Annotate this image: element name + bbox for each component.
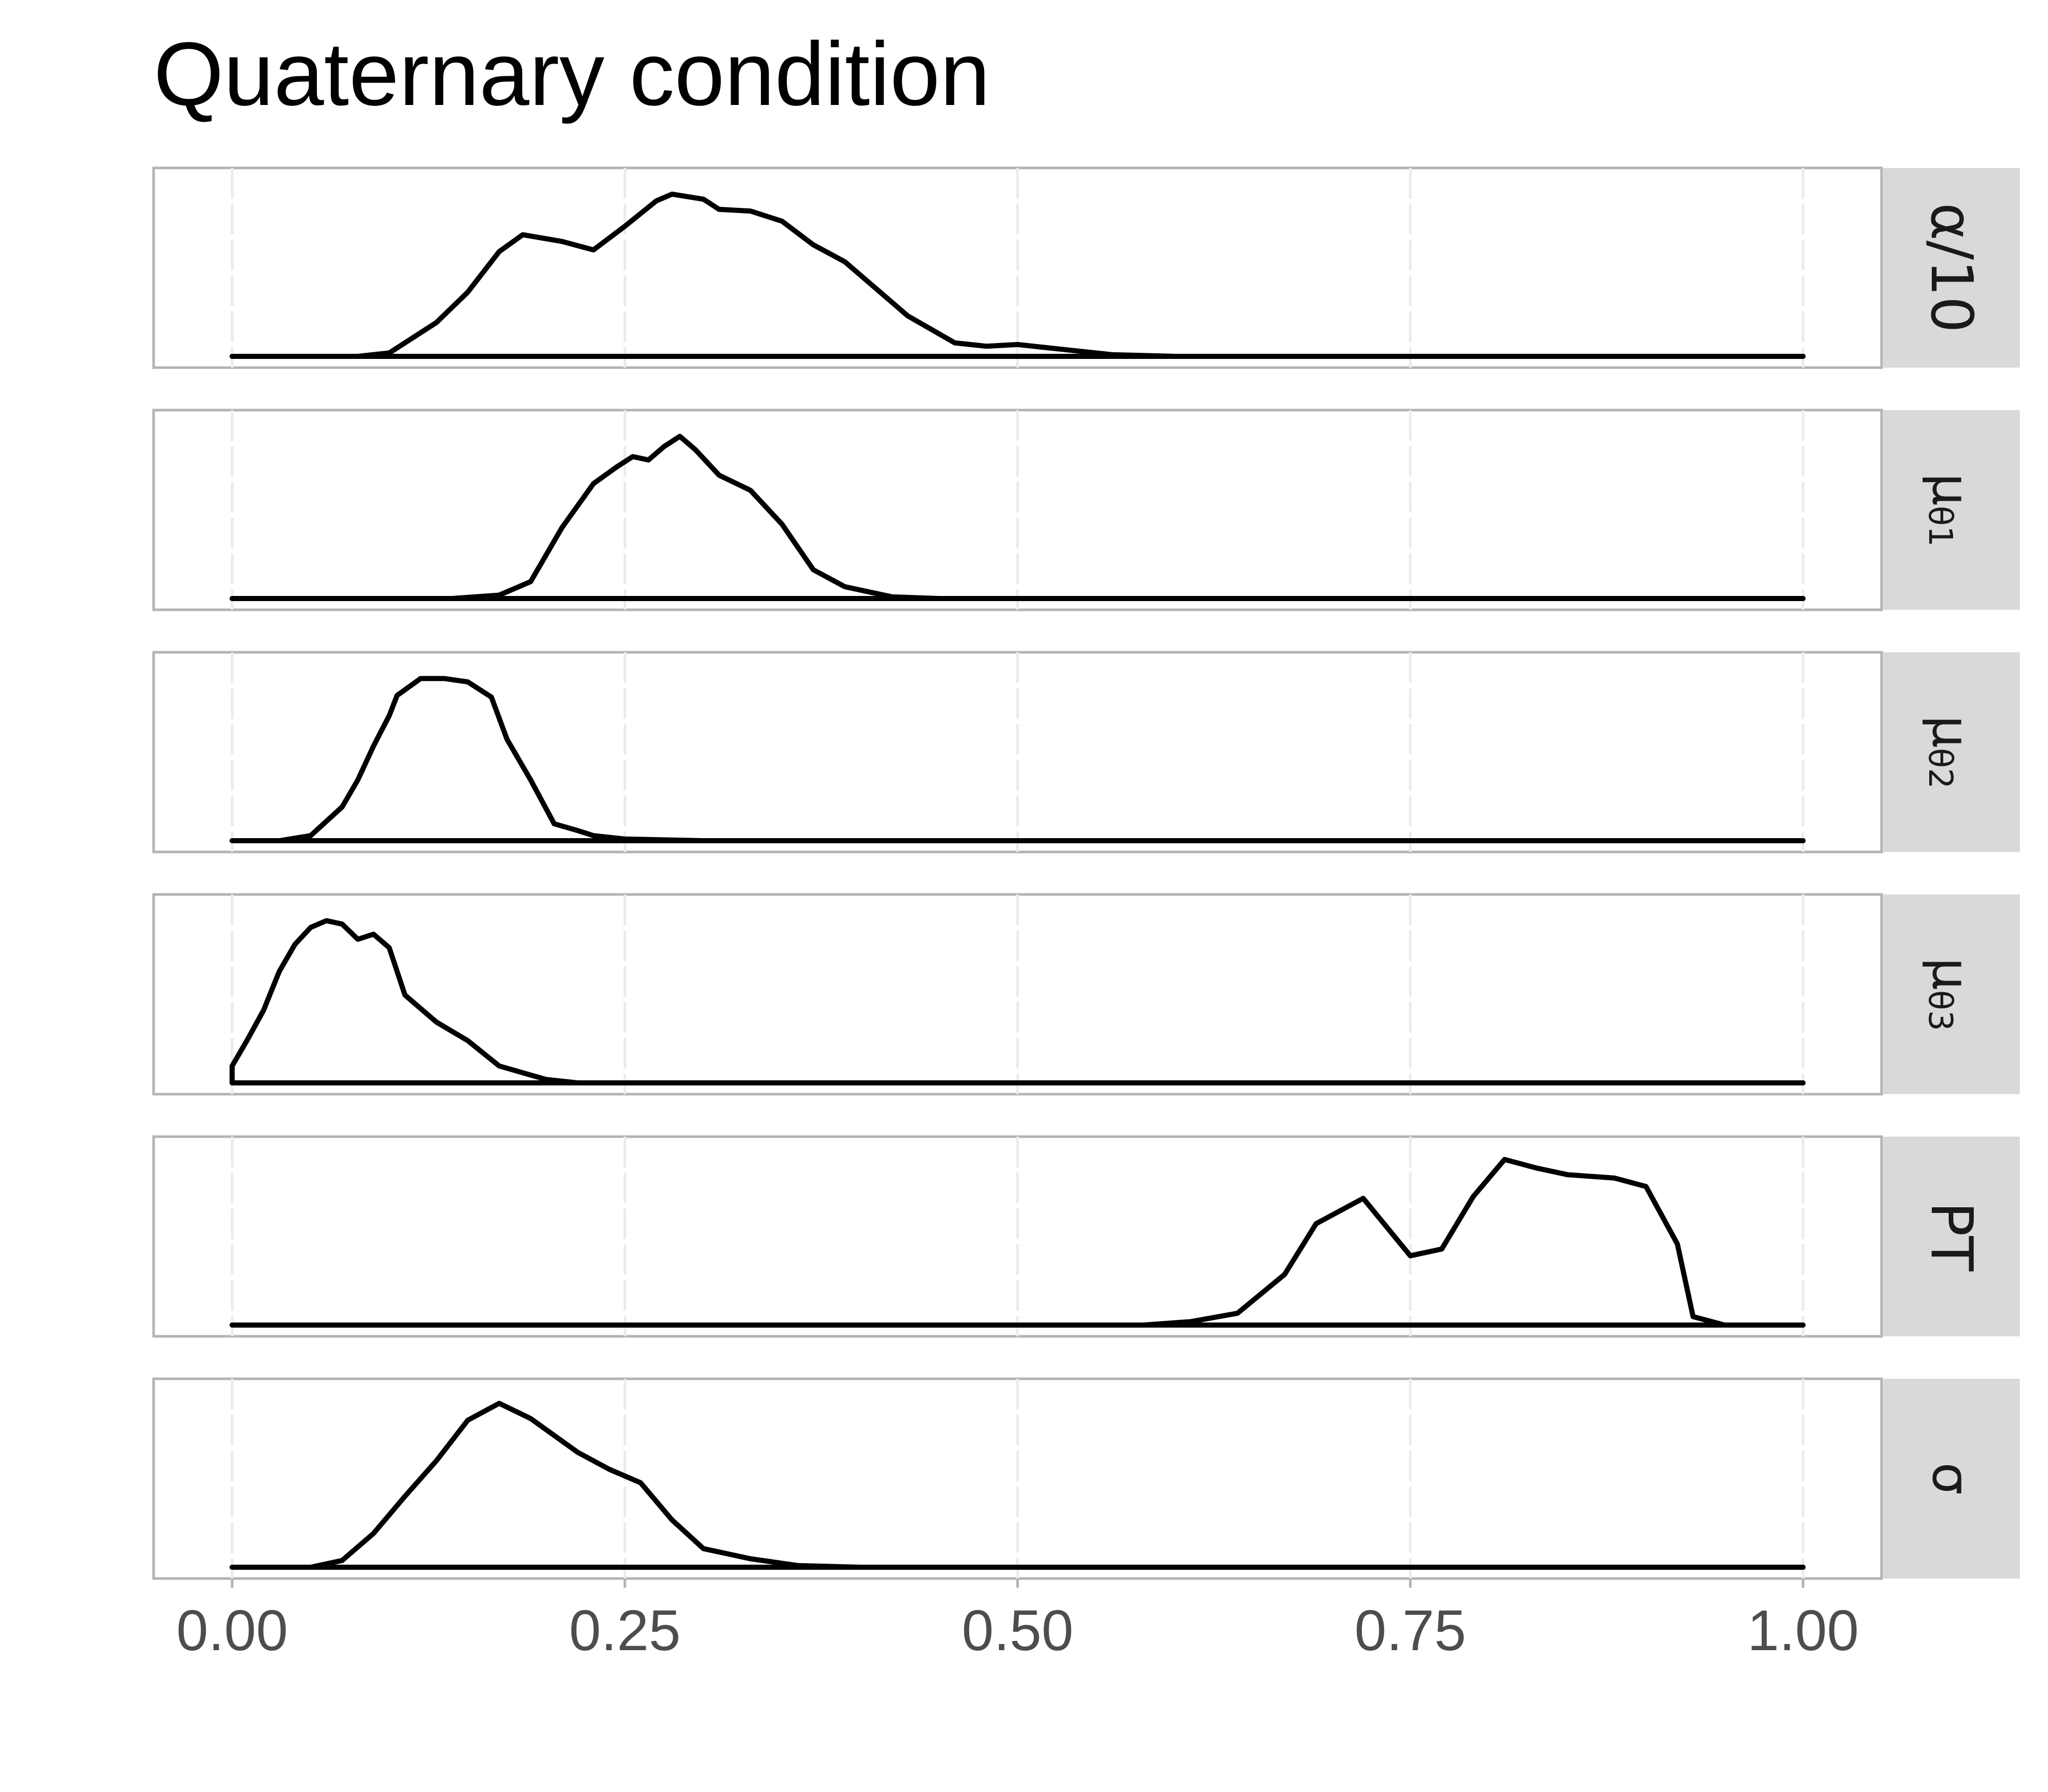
x-tick-label: 0.50 [962,1598,1074,1662]
x-tick-label: 0.75 [1355,1598,1466,1662]
facet-strip [1883,652,2020,852]
facet-strip-label: σ [1922,1462,1981,1495]
strip-label-subscript: θ3 [1921,990,1959,1031]
x-axis: 0.00 0.25 0.50 0.75 1.00 [176,1578,1859,1662]
facet-panel: α/10 [152,166,2020,369]
facet-panel: PT [152,1135,2020,1338]
facet-strip [1883,1379,2020,1578]
density-curve [229,1157,1806,1328]
facet-strip-label: μθ3 [1921,957,1981,1031]
facet-strip [1883,410,2020,610]
density-curve [229,1400,1806,1570]
x-tick-label: 0.25 [569,1598,680,1662]
density-curve [229,191,1806,359]
facet-strip [1883,168,2020,368]
facet-panel: μθ1 [152,409,2020,611]
strip-label-base: α/10 [1918,203,1985,333]
facet-strip [1883,1137,2020,1336]
chart-title: Quaternary condition [154,24,990,124]
density-curve [229,918,1806,1085]
density-curve [229,434,1806,601]
density-curve [229,676,1806,843]
facet-panel: σ [152,1377,2020,1580]
facet-strip [1883,894,2020,1094]
strip-label-base: PT [1918,1202,1985,1272]
strip-label-subscript: θ2 [1921,748,1959,789]
strip-label-base: σ [1922,1462,1981,1495]
facet-strip-label: μθ1 [1921,473,1981,547]
facet-strip-label: PT [1918,1202,1985,1272]
strip-label-base: μ [1922,957,1981,990]
facet-panel: μθ2 [152,651,2020,854]
strip-label-base: μ [1922,473,1981,506]
x-tick-label: 1.00 [1747,1598,1859,1662]
facet-panel: μθ3 [152,893,2020,1096]
x-tick-label: 0.00 [176,1598,288,1662]
strip-label-base: μ [1922,715,1981,748]
facet-strip-label: μθ2 [1921,715,1981,789]
facet-strip-label: α/10 [1918,203,1985,333]
strip-label-subscript: θ1 [1921,506,1959,547]
